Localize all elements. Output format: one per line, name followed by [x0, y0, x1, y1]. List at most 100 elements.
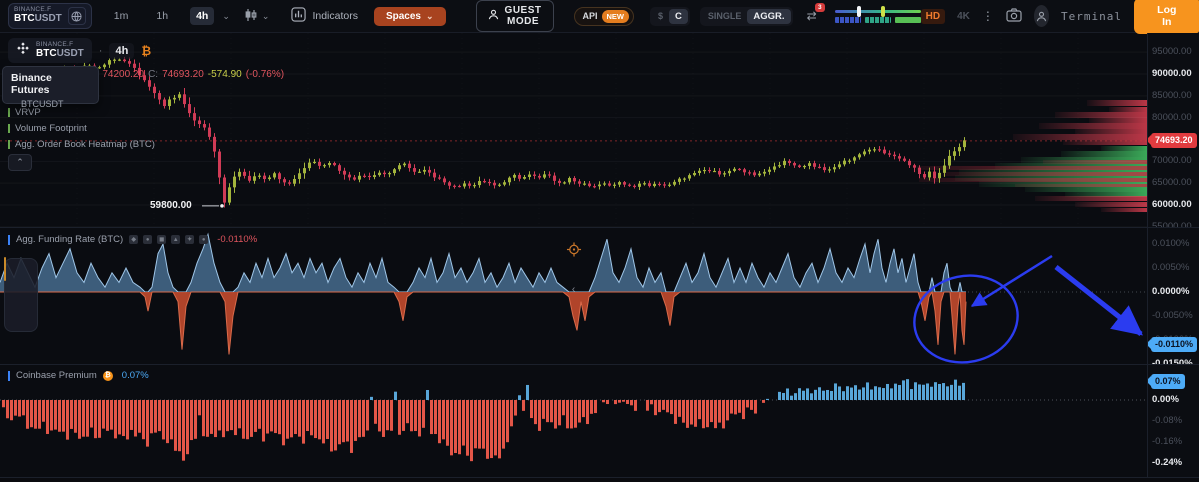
- sync-icon[interactable]: ⇄ 3: [807, 3, 825, 23]
- single-option[interactable]: SINGLE: [707, 11, 742, 21]
- heatmap-row: [1063, 140, 1147, 145]
- axis-tick-label: 65000.00: [1152, 177, 1192, 189]
- aggregation-toggle[interactable]: SINGLE AGGR.: [699, 6, 793, 26]
- heatmap-row: [1075, 129, 1147, 134]
- axis-tick-label: 95000.00: [1152, 46, 1192, 58]
- time-axis-strip[interactable]: [0, 478, 1199, 482]
- segment-bar-teal[interactable]: [864, 16, 891, 23]
- premium-chart-area[interactable]: Coinbase Premium ₿ 0.07%: [0, 365, 1147, 477]
- heatmap-row: [1061, 151, 1147, 157]
- chevron-left-icon[interactable]: ‹: [571, 284, 576, 295]
- funding-accent-bar: [8, 234, 10, 245]
- slider-track[interactable]: [834, 5, 921, 17]
- api-new-badge: NEW: [601, 9, 630, 23]
- currency-usd-option[interactable]: $: [658, 11, 664, 21]
- target-icon[interactable]: [566, 242, 581, 262]
- low-price-label: 59800.00: [150, 200, 192, 211]
- currency-toggle[interactable]: $ C: [650, 6, 690, 26]
- bitcoin-icon[interactable]: ₿: [141, 43, 152, 58]
- slider-bars: [834, 16, 921, 23]
- symbol-quote: USDT: [34, 13, 62, 25]
- currency-coin-option[interactable]: C: [669, 8, 688, 24]
- heatmap-row: [1035, 196, 1147, 201]
- fourk-quality-button[interactable]: 4K: [957, 10, 970, 22]
- login-button[interactable]: Log In: [1133, 0, 1199, 34]
- chart-symbol-header: BINANCE.F BTCUSDT · 4h ₿: [8, 38, 151, 63]
- funding-chart-area[interactable]: Agg. Funding Rate (BTC) ◆ ● ◼ ▲ ✦ ● -0.0110% …: [0, 228, 1147, 364]
- price-chart-area[interactable]: BINANCE.F BTCUSDT · 4h ₿ L:74200.20C:746…: [0, 33, 1147, 227]
- binance-icon[interactable]: ◆: [129, 235, 139, 244]
- timeframe-chevron-down-icon[interactable]: ⌄: [222, 10, 230, 21]
- okx-icon[interactable]: ◼: [157, 235, 167, 244]
- deribit-icon[interactable]: ▲: [171, 235, 181, 244]
- heatmap-row: [1101, 146, 1147, 151]
- spaces-button[interactable]: Spaces ⌄: [373, 6, 446, 26]
- candle-style-chevron-down-icon[interactable]: ⌄: [261, 10, 270, 21]
- coinbase-premium-chart[interactable]: [0, 365, 1147, 477]
- heatmap-row: [1089, 118, 1147, 123]
- timeframe-1m[interactable]: 1m: [108, 7, 135, 25]
- candlestick-chart[interactable]: [0, 33, 1147, 227]
- symbol-texts: BINANCE.F BTCUSDT: [14, 7, 62, 24]
- sync-count-badge: 3: [815, 3, 825, 12]
- htx-icon[interactable]: ●: [199, 235, 209, 244]
- funding-header: Agg. Funding Rate (BTC) ◆ ● ◼ ▲ ✦ ● -0.0110%: [8, 234, 257, 245]
- indicator-label: VRVP: [15, 106, 41, 118]
- candle-style-icon[interactable]: [244, 8, 258, 25]
- camera-icon[interactable]: [1006, 7, 1022, 25]
- kebab-menu-icon[interactable]: ⋮: [981, 9, 994, 23]
- indicator-accent-bar: [8, 123, 10, 133]
- aggregation-sliders[interactable]: [834, 5, 921, 23]
- tooltip-subtitle: BTCUSDT: [21, 99, 64, 109]
- globe-icon[interactable]: [67, 7, 86, 25]
- aggr-option[interactable]: AGGR.: [747, 8, 791, 24]
- symbol-base: BTC: [14, 13, 35, 25]
- account-icon[interactable]: [1033, 5, 1049, 27]
- bybit-icon[interactable]: ●: [143, 235, 153, 244]
- axis-tick-label: 90000.00: [1152, 68, 1192, 79]
- guest-mode-button[interactable]: GUEST MODE: [475, 0, 554, 32]
- segment-bar-green[interactable]: [894, 16, 921, 23]
- chart-timeframe-label[interactable]: 4h: [109, 42, 135, 59]
- indicator-row[interactable]: Agg. Order Book Heatmap (BTC): [8, 136, 155, 152]
- axis-tick-label: -0.16%: [1152, 435, 1183, 447]
- indicator-row[interactable]: Volume Footprint: [8, 120, 155, 136]
- drawing-toolbar[interactable]: [4, 258, 38, 332]
- indicator-label: Volume Footprint: [15, 122, 87, 134]
- indicators-button[interactable]: Indicators: [312, 10, 358, 22]
- slider-knob-left[interactable]: [856, 5, 861, 17]
- symbol-selector[interactable]: BINANCE.F BTCUSDT: [8, 3, 92, 29]
- segment-bar-blue[interactable]: [834, 16, 861, 23]
- indicator-accent-bar: [8, 107, 10, 117]
- funding-axis[interactable]: -0.0110% 0.0100% 0.0050% 0.0000% -0.0050% -0…: [1147, 228, 1199, 364]
- axis-tick-label: 0.0000%: [1152, 286, 1190, 297]
- symbol-exchange-label: BINANCE.F: [14, 6, 52, 14]
- axis-tick-label: 60000.00: [1152, 199, 1192, 210]
- chart-symbol-pill[interactable]: BINANCE.F BTCUSDT: [8, 38, 92, 63]
- funding-rate-chart[interactable]: [0, 228, 1147, 364]
- hd-quality-button[interactable]: HD: [920, 8, 946, 24]
- indicator-row[interactable]: VRVP: [8, 104, 155, 120]
- chart-exchange-label: BINANCE.F: [36, 40, 74, 48]
- slider-knob-right[interactable]: [880, 5, 885, 17]
- ohlc-segment: 74693.20: [162, 69, 204, 80]
- person-icon: [488, 9, 499, 23]
- indicators-icon[interactable]: [291, 7, 307, 25]
- collapse-indicators-button[interactable]: ⌃: [8, 154, 32, 171]
- price-pane-row: BINANCE.F BTCUSDT · 4h ₿ L:74200.20C:746…: [0, 33, 1199, 228]
- timeframe-4h[interactable]: 4h: [190, 7, 215, 25]
- top-toolbar: BINANCE.F BTCUSDT 1m 1h 4h ⌄ ⌄ Indicators …: [0, 0, 1199, 34]
- premium-value-badge: 0.07%: [1151, 373, 1185, 389]
- bitget-icon[interactable]: ✦: [185, 235, 195, 244]
- indicator-list: VRVP Volume Footprint Agg. Order Book Heat…: [8, 104, 155, 152]
- api-button[interactable]: API NEW: [573, 6, 635, 26]
- heatmap-row: [1015, 184, 1147, 187]
- ohlc-segment: 74200.20: [102, 69, 145, 80]
- ohlc-segment: C:: [148, 69, 159, 80]
- timeframe-1h[interactable]: 1h: [150, 7, 174, 25]
- premium-axis[interactable]: 0.07% 0.00% -0.08% -0.16% -0.24%: [1147, 365, 1199, 477]
- price-axis[interactable]: 74693.20 95000.00 90000.00 85000.00 80000.0…: [1147, 33, 1199, 227]
- heatmap-row: [1025, 187, 1147, 192]
- heatmap-row: [1109, 107, 1147, 112]
